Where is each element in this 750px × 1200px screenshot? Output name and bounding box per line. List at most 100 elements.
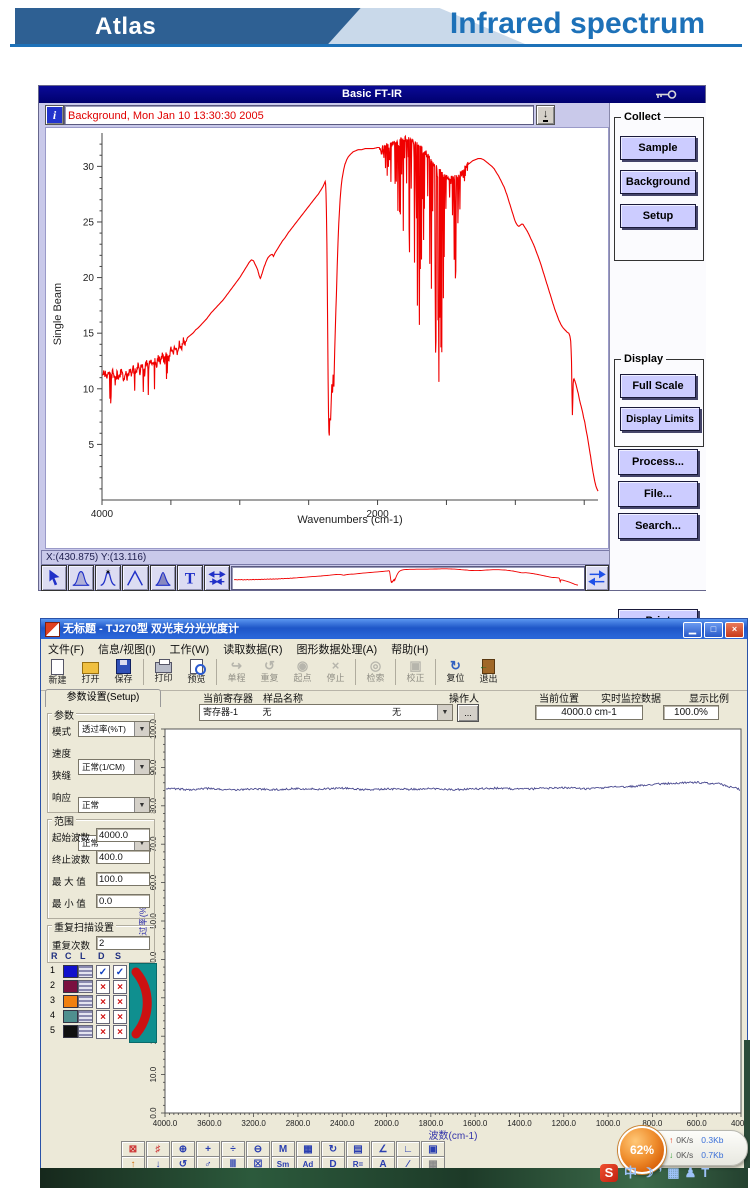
expand-x-button[interactable]: +: [196, 1141, 220, 1157]
skin-icon[interactable]: T: [701, 1165, 710, 1180]
setup-tab[interactable]: 参数设置(Setup): [45, 689, 161, 707]
起始波数-input[interactable]: 4000.0: [96, 828, 150, 842]
color-swatch[interactable]: [63, 980, 78, 993]
peak-outline-tool-button[interactable]: [122, 565, 149, 591]
app-icon: [45, 622, 60, 637]
menu-bar: 文件(F) 信息/视图(I) 工作(W) 读取数据(R) 图形数据处理(A) 帮助(H): [41, 639, 747, 657]
display-checkbox[interactable]: ×: [96, 980, 110, 994]
svg-text:600.0: 600.0: [687, 1119, 708, 1128]
maximize-button[interactable]: □: [704, 622, 723, 638]
peak-filled-tool-button[interactable]: [149, 565, 176, 591]
menu-item[interactable]: 帮助(H): [391, 644, 429, 656]
minimize-button[interactable]: ▁: [683, 622, 702, 638]
data-table-button[interactable]: ▤: [346, 1141, 370, 1157]
pan-navigate-button[interactable]: [585, 565, 609, 591]
line-style-swatch[interactable]: [78, 980, 93, 993]
狭缝-select[interactable]: 正常 ▼: [78, 797, 150, 813]
最 大 值-input[interactable]: 100.0: [96, 872, 150, 886]
reset-button[interactable]: ↻ 复位: [439, 658, 472, 687]
process-button[interactable]: Process...: [618, 449, 698, 475]
search-button[interactable]: Search...: [618, 513, 698, 539]
moon-icon[interactable]: ☽: [642, 1165, 654, 1180]
tj-chart-area[interactable]: 100.090.080.070.060.050.040.030.020.010.…: [137, 699, 750, 1151]
info-button[interactable]: i: [45, 105, 64, 125]
menu-item[interactable]: 文件(F): [48, 644, 85, 656]
window-button[interactable]: ▣: [421, 1141, 445, 1157]
spectrum-overview[interactable]: [231, 566, 585, 590]
file-button[interactable]: File...: [618, 481, 698, 507]
chevron-down-icon[interactable]: ▼: [437, 705, 452, 720]
zoom-out-button[interactable]: ⊖: [246, 1141, 270, 1157]
chart-tool-button[interactable]: ∠: [371, 1141, 395, 1157]
open-folder-button[interactable]: 打开: [74, 658, 107, 687]
zoom-in-button[interactable]: ⊕: [171, 1141, 195, 1157]
peak-star-tool-button[interactable]: ✶: [95, 565, 122, 591]
ftir-plot-area[interactable]: 5 10 15 20 25 30 4000 2000 Single Beam Wavenumb…: [45, 127, 609, 549]
display-limits-button[interactable]: Display Limits: [620, 407, 700, 431]
cursor-tool-button[interactable]: [41, 565, 68, 591]
chevron-down-icon[interactable]: ▼: [134, 722, 149, 736]
chevron-down-icon[interactable]: ▼: [134, 760, 149, 774]
save-checkbox[interactable]: ×: [113, 1025, 127, 1039]
peak-shaded-tool-button[interactable]: [68, 565, 95, 591]
preview-button[interactable]: 预览: [180, 658, 213, 687]
soft-keyboard-icon[interactable]: ▦: [667, 1165, 680, 1180]
模式-select[interactable]: 透过率(%T) ▼: [78, 721, 150, 737]
more-button[interactable]: ...: [457, 704, 479, 722]
load-spectrum-button[interactable]: ↓: [536, 105, 555, 125]
最 小 值-input[interactable]: 0.0: [96, 894, 150, 908]
chinese-mode-icon[interactable]: 中: [624, 1165, 638, 1180]
color-swatch[interactable]: [63, 965, 78, 978]
text-tool-tool-button[interactable]: T: [176, 565, 203, 591]
line-style-swatch[interactable]: [78, 995, 93, 1008]
image-button[interactable]: ▦: [296, 1141, 320, 1157]
line-style-swatch[interactable]: [78, 965, 93, 978]
chart-tool2-button[interactable]: ∟: [396, 1141, 420, 1157]
person-icon[interactable]: ♟: [684, 1165, 697, 1180]
punctuation-icon[interactable]: ’: [658, 1165, 663, 1180]
save-checkbox[interactable]: ×: [113, 980, 127, 994]
exit-button[interactable]: 退出: [472, 658, 505, 687]
display-checkbox[interactable]: ×: [96, 995, 110, 1009]
close-button[interactable]: ×: [725, 622, 744, 638]
menu-item[interactable]: 图形数据处理(A): [296, 644, 378, 656]
display-checkbox[interactable]: ✓: [96, 965, 110, 979]
tile-windows-button[interactable]: ⊠: [121, 1141, 145, 1157]
color-swatch[interactable]: [63, 1010, 78, 1023]
grid-button[interactable]: ♯: [146, 1141, 170, 1157]
sogou-logo-icon[interactable]: S: [600, 1164, 618, 1182]
print-button[interactable]: 打印: [147, 658, 180, 687]
new-document-button[interactable]: 新建: [41, 658, 74, 687]
重复次数-input[interactable]: 2: [96, 936, 150, 950]
chevron-down-icon[interactable]: ▼: [134, 798, 149, 812]
line-style-swatch[interactable]: [78, 1025, 93, 1038]
refresh-button[interactable]: ↻: [321, 1141, 345, 1157]
menu-item[interactable]: 信息/视图(I): [98, 644, 156, 656]
peak-pick-button[interactable]: M: [271, 1141, 295, 1157]
save-checkbox[interactable]: ×: [113, 1010, 127, 1024]
span-arrows-tool-button[interactable]: [203, 565, 230, 591]
save-checkbox[interactable]: ✓: [113, 965, 127, 979]
save-checkbox[interactable]: ×: [113, 995, 127, 1009]
full-scale-button[interactable]: Full Scale: [620, 374, 696, 398]
color-swatch[interactable]: [63, 1025, 78, 1038]
速度-select[interactable]: 正常(1/CM) ▼: [78, 759, 150, 775]
line-style-swatch[interactable]: [78, 1010, 93, 1023]
setup-button[interactable]: Setup: [620, 204, 696, 228]
menu-item[interactable]: 工作(W): [169, 644, 210, 656]
menu-item[interactable]: 读取数据(R): [223, 644, 283, 656]
sample-button[interactable]: Sample: [620, 136, 696, 160]
background-button[interactable]: Background: [620, 170, 696, 194]
expand-y-button[interactable]: ÷: [221, 1141, 245, 1157]
终止波数-input[interactable]: 400.0: [96, 850, 150, 864]
range-label: 最 小 值: [52, 899, 86, 910]
spectrum-title-field[interactable]: [64, 105, 534, 125]
display-checkbox[interactable]: ×: [96, 1025, 110, 1039]
progress-ball[interactable]: 62%: [618, 1126, 666, 1174]
display-checkbox[interactable]: ×: [96, 1010, 110, 1024]
calibrate-button: ▣ 校正: [399, 658, 432, 687]
color-swatch[interactable]: [63, 995, 78, 1008]
register-combo[interactable]: 寄存器-1 无 无 ▼: [199, 704, 453, 721]
spectrum-title-input[interactable]: [65, 107, 533, 125]
save-button[interactable]: 保存: [107, 658, 140, 687]
